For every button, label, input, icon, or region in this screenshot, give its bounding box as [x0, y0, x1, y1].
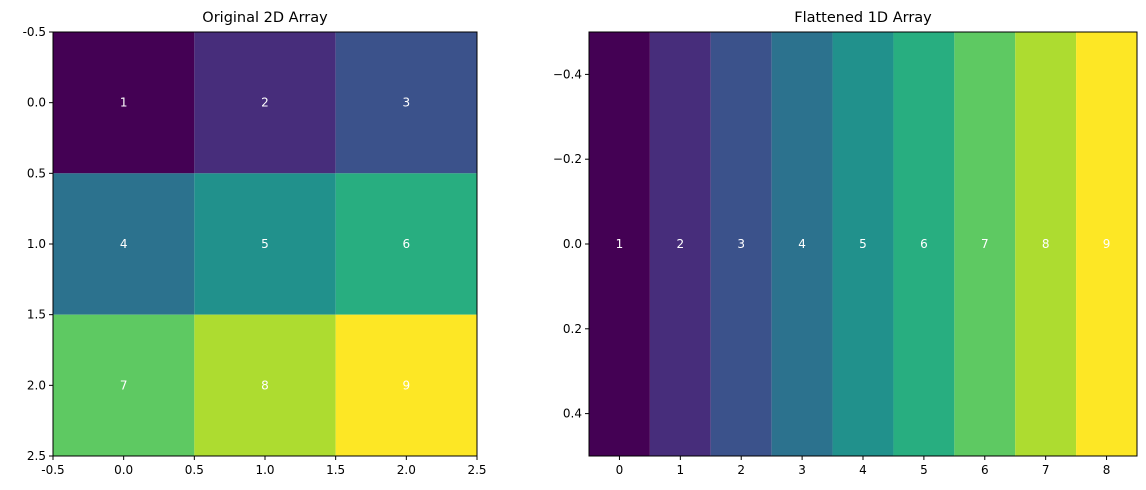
chart-title: Flattened 1D Array: [794, 10, 932, 26]
y-tick-label: −0.4: [553, 67, 582, 81]
heatmap-cell: [832, 32, 894, 456]
y-tick-label: -0.5: [23, 25, 46, 39]
cell-label: 6: [403, 237, 411, 251]
heatmap-cell: [53, 32, 195, 174]
y-tick-label: 1.0: [27, 237, 46, 251]
x-tick-label: 4: [859, 463, 867, 477]
y-tick-label: 0.5: [27, 166, 46, 180]
y-tick-label: 0.4: [563, 407, 582, 421]
chart-original-2d-array: Original 2D Array 1 2 3 4 5 6 7 8 9 -0.5 0.0 0.5 1.…: [23, 10, 487, 477]
heatmap-cell: [649, 32, 711, 456]
cell-label: 7: [120, 378, 128, 392]
heatmap-cell: [589, 32, 650, 456]
heatmap-cell: [771, 32, 833, 456]
x-tick-label: 1.5: [326, 463, 345, 477]
heatmap-cell: [335, 32, 477, 174]
cell-label: 1: [616, 237, 624, 251]
cell-label: 5: [261, 237, 269, 251]
heatmap-cell: [954, 32, 1016, 456]
cell-label: 9: [403, 378, 411, 392]
x-tick-label: 7: [1042, 463, 1050, 477]
cell-label: 3: [737, 237, 745, 251]
heatmap-cell: [53, 314, 195, 456]
cell-label: 8: [1042, 237, 1050, 251]
y-tick-label: −0.2: [553, 152, 582, 166]
x-tick-label: 3: [798, 463, 806, 477]
cell-label: 9: [1103, 237, 1111, 251]
cell-label: 2: [261, 96, 269, 110]
y-tick-label: 0.0: [563, 237, 582, 251]
heatmap-cell: [335, 314, 477, 456]
heatmap-cell: [710, 32, 772, 456]
heatmap-cell: [1015, 32, 1077, 456]
cell-label: 2: [677, 237, 685, 251]
chart-flattened-1d-array: Flattened 1D Array 1 2 3 4 5 6 7 8 9 0 1 2 3 4 5 6 7 8 −0…: [553, 10, 1138, 477]
cell-label: 5: [859, 237, 867, 251]
x-tick-label: 1.0: [255, 463, 274, 477]
x-tick-label: -0.5: [41, 463, 64, 477]
x-tick-label: 0: [616, 463, 624, 477]
heatmap-cell: [1076, 32, 1137, 456]
y-tick-label: 2.0: [27, 378, 46, 392]
x-tick-label: 5: [920, 463, 928, 477]
heatmap-cell: [194, 314, 336, 456]
heatmap-cell: [893, 32, 955, 456]
x-tick-label: 8: [1103, 463, 1111, 477]
x-tick-label: 2.5: [467, 463, 486, 477]
x-tick-label: 0.0: [114, 463, 133, 477]
chart-title: Original 2D Array: [202, 10, 328, 26]
heatmap-cell: [194, 32, 336, 174]
y-tick-label: 1.5: [27, 308, 46, 322]
cell-label: 4: [798, 237, 806, 251]
cell-label: 8: [261, 378, 269, 392]
x-tick-label: 2.0: [397, 463, 416, 477]
cell-label: 3: [403, 96, 411, 110]
cell-label: 4: [120, 237, 128, 251]
cell-label: 1: [120, 96, 128, 110]
x-tick-label: 0.5: [185, 463, 204, 477]
x-tick-label: 2: [737, 463, 745, 477]
heatmap-cell: [53, 173, 195, 315]
cell-label: 7: [981, 237, 989, 251]
cell-label: 6: [920, 237, 928, 251]
y-tick-label: 0.0: [27, 96, 46, 110]
y-tick-label: 0.2: [563, 322, 582, 336]
y-tick-label: 2.5: [27, 449, 46, 463]
heatmap-cell: [335, 173, 477, 315]
heatmap-cell: [194, 173, 336, 315]
x-tick-label: 6: [981, 463, 989, 477]
x-tick-label: 1: [677, 463, 685, 477]
